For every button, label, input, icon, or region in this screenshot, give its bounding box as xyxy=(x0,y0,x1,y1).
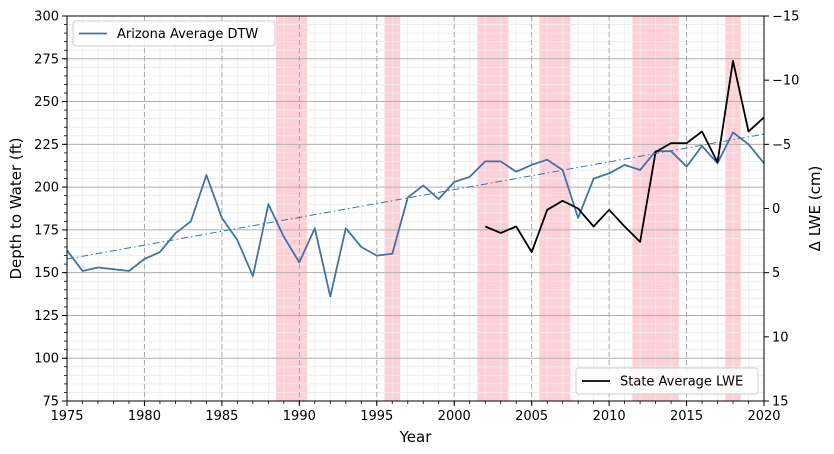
y-left-tick-label: 250 xyxy=(34,95,59,110)
x-axis-label: Year xyxy=(399,428,433,446)
x-tick-label: 2020 xyxy=(747,409,780,424)
y-right-tick-label: 5 xyxy=(772,266,780,281)
y-left-tick-label: 150 xyxy=(34,266,59,281)
y-left-tick-label: 200 xyxy=(34,181,59,196)
y-right-tick-label: 0 xyxy=(772,202,780,217)
legends: Arizona Average DTW State Average LWE xyxy=(72,20,759,395)
x-tick-label: 2015 xyxy=(670,409,703,424)
x-tick-label: 1985 xyxy=(205,409,238,424)
legend-box-lwe xyxy=(575,367,759,395)
x-tick-label: 1980 xyxy=(128,409,161,424)
y-left-tick-label: 75 xyxy=(42,395,59,410)
state-average-lwe-line xyxy=(484,60,765,254)
x-tick-label: 2000 xyxy=(438,409,471,424)
legend-label-dtw: Arizona Average DTW xyxy=(117,27,258,42)
shaded-period xyxy=(539,16,571,401)
y-left-tick-label: 275 xyxy=(34,52,59,67)
axis-ticks: 1975 1980 1985 1990 1995 2000 2005 2010 2015 2020… xyxy=(34,10,799,425)
data-series xyxy=(66,60,765,298)
y-right-tick-label: 15 xyxy=(772,395,789,410)
y-left-tick-label: 300 xyxy=(34,10,59,25)
x-tick-label: 2010 xyxy=(593,409,626,424)
x-tick-label: 1975 xyxy=(50,409,83,424)
y-left-axis-label: Depth to Water (ft) xyxy=(7,138,25,280)
y-right-tick-label: 10 xyxy=(772,330,789,345)
legend-box-dtw xyxy=(72,20,276,47)
x-tick-label: 1990 xyxy=(283,409,316,424)
y-left-tick-label: 125 xyxy=(34,309,59,324)
x-tick-label: 2005 xyxy=(515,409,548,424)
shaded-period xyxy=(477,16,509,401)
trend-line xyxy=(66,133,765,260)
y-right-tick-label: −5 xyxy=(772,138,791,153)
legend-label-lwe: State Average LWE xyxy=(620,375,743,390)
x-tick-label: 1995 xyxy=(360,409,393,424)
y-left-tick-label: 225 xyxy=(34,138,59,153)
y-right-tick-label: −10 xyxy=(772,74,799,89)
arizona-average-dtw-line xyxy=(66,131,765,298)
y-right-tick-label: −15 xyxy=(772,10,799,25)
shaded-period xyxy=(276,16,308,401)
y-right-axis-label: Δ LWE (cm) xyxy=(806,166,824,252)
y-left-tick-label: 175 xyxy=(34,223,59,238)
axis-labels: Year Depth to Water (ft) Δ LWE (cm) xyxy=(7,138,824,447)
y-left-tick-label: 100 xyxy=(34,352,59,367)
